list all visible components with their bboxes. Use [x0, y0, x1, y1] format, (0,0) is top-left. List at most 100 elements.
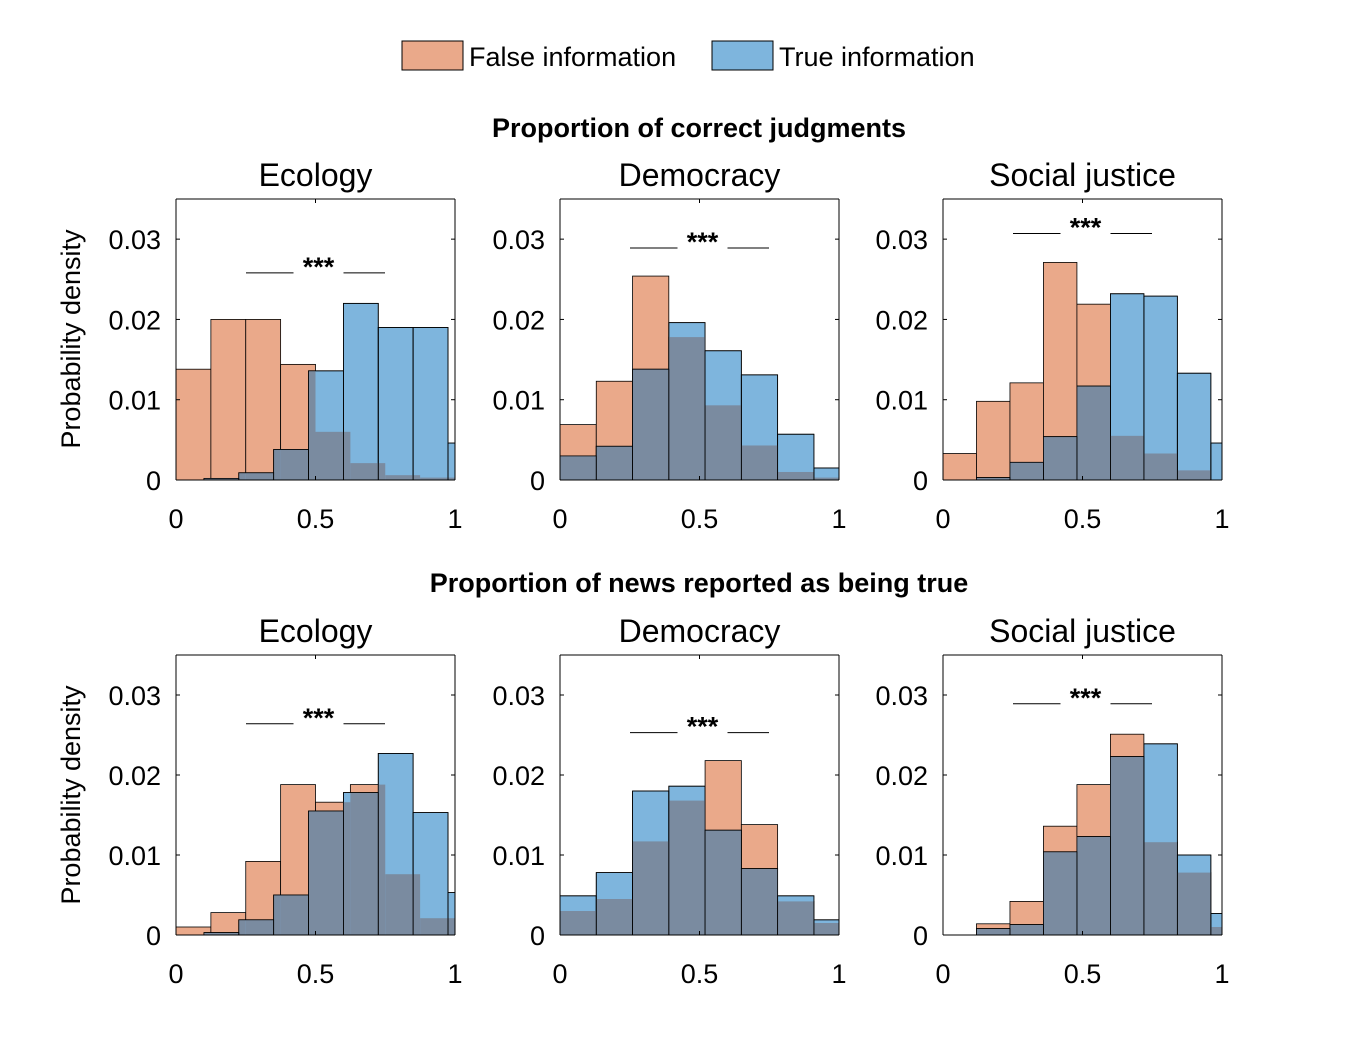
y-tick-label: 0.01 [875, 386, 928, 416]
bar-overlap [315, 431, 344, 480]
bar-true [412, 327, 449, 480]
x-tick-label: 1 [447, 959, 462, 989]
bar-overlap [420, 918, 449, 935]
bar-overlap [705, 405, 742, 480]
bar-overlap [448, 918, 455, 935]
bar-overlap [385, 874, 414, 935]
bar-overlap [350, 792, 379, 935]
bar-overlap [448, 477, 455, 480]
x-tick-label: 0.5 [681, 959, 719, 989]
bar-overlap [1043, 851, 1077, 935]
bar-overlap [1076, 386, 1111, 480]
bar-false [976, 400, 1011, 480]
bar-overlap [210, 932, 239, 935]
bar-overlap [315, 811, 344, 935]
bar-overlap [741, 868, 778, 935]
bar-overlap [413, 475, 421, 480]
legend-label-true: True information [779, 42, 975, 72]
bar-overlap [596, 899, 633, 935]
y-tick-label: 0.01 [875, 841, 928, 871]
bar-overlap [343, 431, 351, 480]
ylabel-row-2: Probability density [56, 685, 86, 905]
panel-3: 0 0.01 0.02 0.03 0 0.5 1 Ecology *** [108, 613, 462, 989]
bar-true-outline [1176, 372, 1212, 480]
bar-false [943, 453, 977, 480]
bar-overlap [413, 874, 421, 935]
y-tick-label: 0.02 [875, 761, 928, 791]
panel-bars [976, 733, 1222, 935]
bar-overlap [813, 477, 839, 480]
bar-overlap [280, 895, 309, 935]
y-tick-label: 0 [913, 466, 928, 496]
panel-title: Democracy [619, 157, 781, 193]
x-tick-label: 1 [447, 504, 462, 534]
bar-overlap [378, 784, 386, 935]
y-tick-label: 0.01 [108, 386, 161, 416]
y-tick-label: 0.03 [875, 225, 928, 255]
bar-overlap [1143, 842, 1178, 935]
bar-overlap [1009, 462, 1044, 480]
y-tick-label: 0 [146, 921, 161, 951]
y-tick-label: 0.02 [492, 305, 545, 335]
y-tick-label: 0 [913, 921, 928, 951]
bar-true-outline [1210, 442, 1222, 480]
x-tick-label: 0 [552, 504, 567, 534]
histogram-panels: 0 0.01 0.02 0.03 0 0.5 1 Ecology *** 0 0.01 0.02 0.0… [108, 157, 1229, 989]
y-tick-label: 0.01 [492, 841, 545, 871]
bar-overlap [238, 472, 246, 480]
panel-bars [176, 753, 455, 935]
bar-overlap [1009, 924, 1044, 935]
x-tick-label: 0 [935, 959, 950, 989]
x-tick-label: 1 [831, 504, 846, 534]
x-tick-label: 0 [935, 504, 950, 534]
significance-label: *** [687, 227, 719, 257]
bar-true-outline [740, 374, 779, 480]
y-tick-label: 0.03 [875, 681, 928, 711]
significance-label: *** [687, 712, 719, 742]
y-tick-label: 0 [530, 921, 545, 951]
bar-true [377, 327, 414, 480]
panel-title: Social justice [989, 157, 1176, 193]
bar-overlap [777, 901, 814, 935]
significance-label: *** [1070, 683, 1102, 713]
significance-label: *** [303, 252, 335, 282]
bar-overlap [668, 800, 706, 935]
y-tick-label: 0 [146, 466, 161, 496]
panel-2: 0 0.01 0.02 0.03 0 0.5 1 Social justice *** [875, 157, 1229, 534]
bar-overlap [210, 478, 239, 480]
panel-title: Ecology [259, 613, 373, 649]
x-tick-label: 0.5 [297, 959, 335, 989]
y-tick-label: 0.01 [492, 386, 545, 416]
bar-overlap [976, 477, 1010, 480]
y-tick-label: 0.02 [875, 305, 928, 335]
panel-bars [176, 302, 455, 480]
y-tick-label: 0.03 [492, 225, 545, 255]
x-tick-label: 0 [168, 959, 183, 989]
bar-overlap [632, 841, 669, 935]
x-tick-label: 0.5 [681, 504, 719, 534]
bar-true [1176, 372, 1212, 480]
y-tick-label: 0.03 [108, 225, 161, 255]
x-tick-label: 1 [831, 959, 846, 989]
x-tick-label: 0.5 [1064, 504, 1102, 534]
y-tick-label: 0.02 [108, 761, 161, 791]
bar-true-outline [777, 433, 815, 480]
panel-5: 0 0.01 0.02 0.03 0 0.5 1 Social justice *** [875, 613, 1229, 989]
y-tick-label: 0.01 [108, 841, 161, 871]
bar-overlap [976, 928, 1010, 935]
bar-overlap [238, 919, 246, 935]
legend: False information True information [401, 40, 975, 72]
bar-overlap [1110, 756, 1144, 935]
ylabel-row-1: Probability density [56, 229, 86, 449]
bar-overlap [203, 932, 211, 935]
bar-overlap [385, 475, 414, 480]
significance-label: *** [303, 703, 335, 733]
panel-title: Ecology [259, 157, 373, 193]
bar-overlap [273, 895, 281, 935]
y-tick-label: 0.02 [492, 761, 545, 791]
bar-true-outline [1176, 854, 1212, 935]
bar-overlap [273, 449, 281, 480]
panel-4: 0 0.01 0.02 0.03 0 0.5 1 Democracy *** [492, 613, 846, 989]
significance-label: *** [1070, 213, 1102, 243]
bar-overlap [560, 455, 597, 480]
